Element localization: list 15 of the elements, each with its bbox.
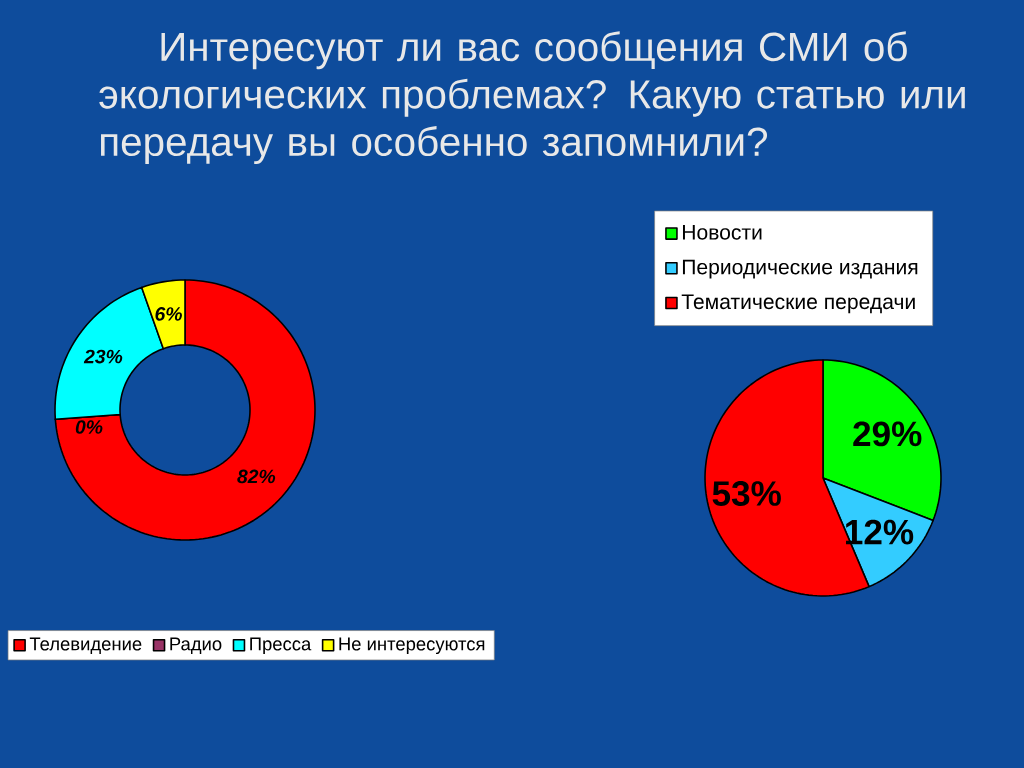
legend-label: Периодические издания <box>682 259 918 279</box>
legend-label: Радио <box>170 637 222 654</box>
data-label: 29% <box>853 421 922 447</box>
data-label: 12% <box>846 519 914 545</box>
data-label: 53% <box>712 481 781 506</box>
data-label: 23% <box>83 349 123 364</box>
legend-label: Телевидение <box>29 637 142 654</box>
legend-label: Пресса <box>250 637 312 655</box>
data-label: 6% <box>155 307 182 321</box>
text: 0% <box>75 420 103 434</box>
legend-label: Новости <box>682 225 762 240</box>
legend-label: Не интересуются <box>339 637 485 655</box>
legend-label: Тематические передачи <box>681 294 915 314</box>
chart-title: Интересуют ли вас сообщения СМИ об экологических проблемах? Какую статью или передачу вы особенно запомнили? <box>99 31 965 165</box>
data-label: 82% <box>237 469 276 484</box>
